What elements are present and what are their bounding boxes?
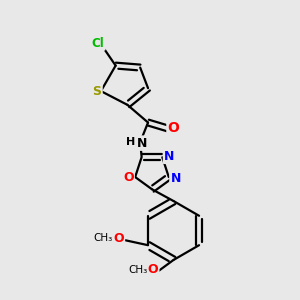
- Text: CH₃: CH₃: [93, 233, 112, 243]
- Text: N: N: [164, 150, 174, 163]
- Text: O: O: [168, 122, 179, 135]
- Text: Cl: Cl: [92, 37, 104, 50]
- Text: S: S: [92, 85, 101, 98]
- Text: CH₃: CH₃: [129, 265, 148, 275]
- Text: O: O: [123, 171, 134, 184]
- Text: H: H: [126, 137, 135, 147]
- Text: N: N: [170, 172, 181, 184]
- Text: O: O: [113, 232, 124, 245]
- Text: N: N: [137, 136, 147, 150]
- Text: O: O: [148, 263, 158, 276]
